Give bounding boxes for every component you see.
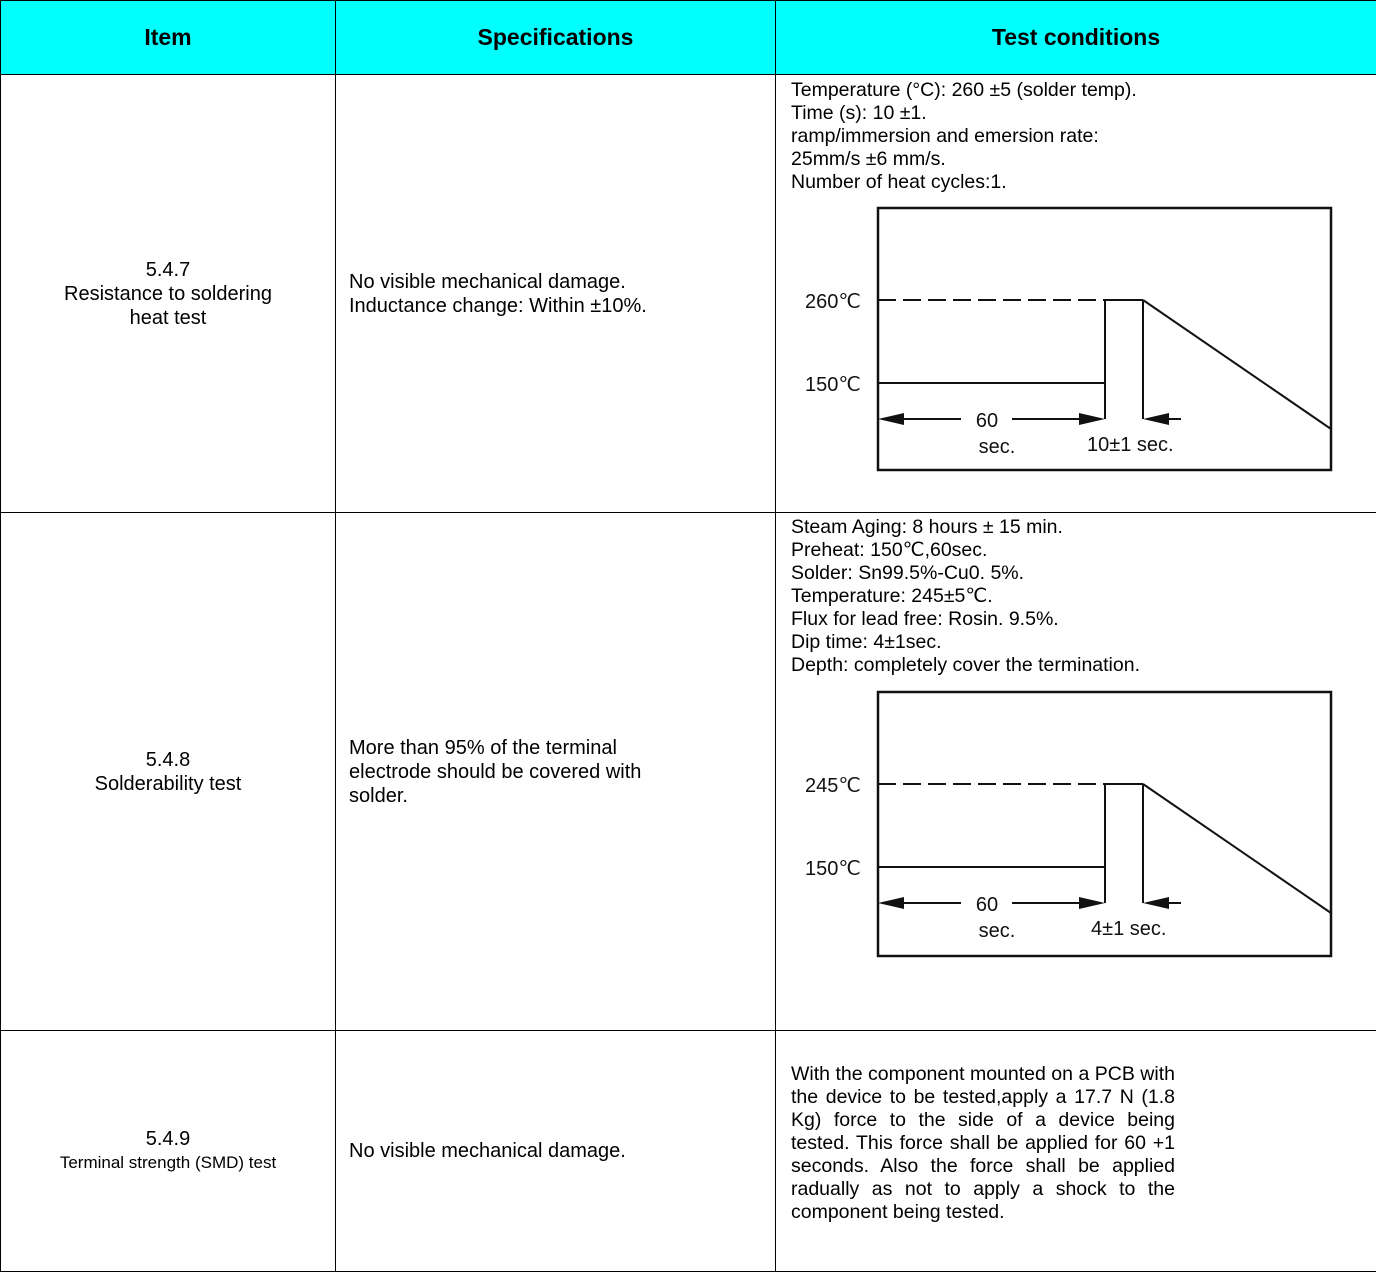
header-item: Item xyxy=(1,1,336,75)
test-line: Number of heat cycles:1. xyxy=(791,171,1376,194)
spec-cell: No visible mechanical damage. Inductance… xyxy=(336,75,776,513)
duration-unit-label: sec. xyxy=(979,920,1016,942)
item-cell: 5.4.8 Solderability test xyxy=(1,513,336,1031)
spec-line: No visible mechanical damage. xyxy=(349,270,775,294)
test-line: Preheat: 150℃,60sec. xyxy=(791,539,1376,562)
dip-time-label: 4±1 sec. xyxy=(1091,918,1166,940)
peak-temp-label: 245℃ xyxy=(805,775,861,797)
soldering-heat-profile-diagram: 260℃ 150℃ 60 sec. 10±1 sec. xyxy=(791,205,1351,485)
test-paragraph: With the component mounted on a PCB with… xyxy=(791,1031,1175,1224)
test-line: Solder: Sn99.5%-Cu0. 5%. xyxy=(791,562,1376,585)
test-line: Dip time: 4±1sec. xyxy=(791,631,1376,654)
test-cell: With the component mounted on a PCB with… xyxy=(776,1031,1376,1272)
dip-arrow-left xyxy=(1143,413,1169,425)
test-cell: Steam Aging: 8 hours ± 15 min. Preheat: … xyxy=(776,513,1376,1031)
header-test-conditions: Test conditions xyxy=(776,1,1376,75)
item-name: Solderability test xyxy=(1,772,335,796)
item-number: 5.4.7 xyxy=(1,258,335,282)
peak-temp-label: 260℃ xyxy=(805,291,861,313)
duration-unit-label: sec. xyxy=(979,436,1016,458)
cooling-line xyxy=(1143,784,1331,913)
spec-line: electrode should be covered with xyxy=(349,760,775,784)
spec-line: More than 95% of the terminal xyxy=(349,736,775,760)
spec-line: solder. xyxy=(349,784,775,808)
test-line: Flux for lead free: Rosin. 9.5%. xyxy=(791,608,1376,631)
item-name: heat test xyxy=(1,306,335,330)
spec-cell: No visible mechanical damage. xyxy=(336,1031,776,1272)
spec-cell: More than 95% of the terminal electrode … xyxy=(336,513,776,1031)
arrow-left xyxy=(878,897,904,909)
test-line: ramp/immersion and emersion rate: xyxy=(791,125,1376,148)
test-line: Temperature (°C): 260 ±5 (solder temp). xyxy=(791,79,1376,102)
test-cell: Temperature (°C): 260 ±5 (solder temp). … xyxy=(776,75,1376,513)
test-line: Depth: completely cover the termination. xyxy=(791,654,1376,677)
duration-label: 60 xyxy=(976,894,998,916)
preheat-temp-label: 150℃ xyxy=(805,858,861,880)
item-number: 5.4.9 xyxy=(1,1127,335,1151)
preheat-temp-label: 150℃ xyxy=(805,374,861,396)
header-row: Item Specifications Test conditions xyxy=(1,1,1376,75)
arrow-right xyxy=(1079,413,1105,425)
item-name: Terminal strength (SMD) test xyxy=(1,1151,335,1175)
solderability-profile-diagram: 245℃ 150℃ 60 sec. 4±1 sec. xyxy=(791,689,1351,969)
test-line: Steam Aging: 8 hours ± 15 min. xyxy=(791,516,1376,539)
table-row: 5.4.9 Terminal strength (SMD) test No vi… xyxy=(1,1031,1376,1272)
table-row: 5.4.7 Resistance to soldering heat test … xyxy=(1,75,1376,513)
spec-line: Inductance change: Within ±10%. xyxy=(349,294,775,318)
cooling-line xyxy=(1143,300,1331,429)
item-cell: 5.4.9 Terminal strength (SMD) test xyxy=(1,1031,336,1272)
test-line: Time (s): 10 ±1. xyxy=(791,102,1376,125)
dip-arrow-left xyxy=(1143,897,1169,909)
item-name: Resistance to soldering xyxy=(1,282,335,306)
header-specifications: Specifications xyxy=(336,1,776,75)
table-row: 5.4.8 Solderability test More than 95% o… xyxy=(1,513,1376,1031)
test-line: 25mm/s ±6 mm/s. xyxy=(791,148,1376,171)
dip-time-label: 10±1 sec. xyxy=(1087,434,1174,456)
test-line: Temperature: 245±5℃. xyxy=(791,585,1376,608)
spec-line: No visible mechanical damage. xyxy=(349,1139,775,1163)
item-number: 5.4.8 xyxy=(1,748,335,772)
arrow-right xyxy=(1079,897,1105,909)
item-cell: 5.4.7 Resistance to soldering heat test xyxy=(1,75,336,513)
arrow-left xyxy=(878,413,904,425)
duration-label: 60 xyxy=(976,410,998,432)
